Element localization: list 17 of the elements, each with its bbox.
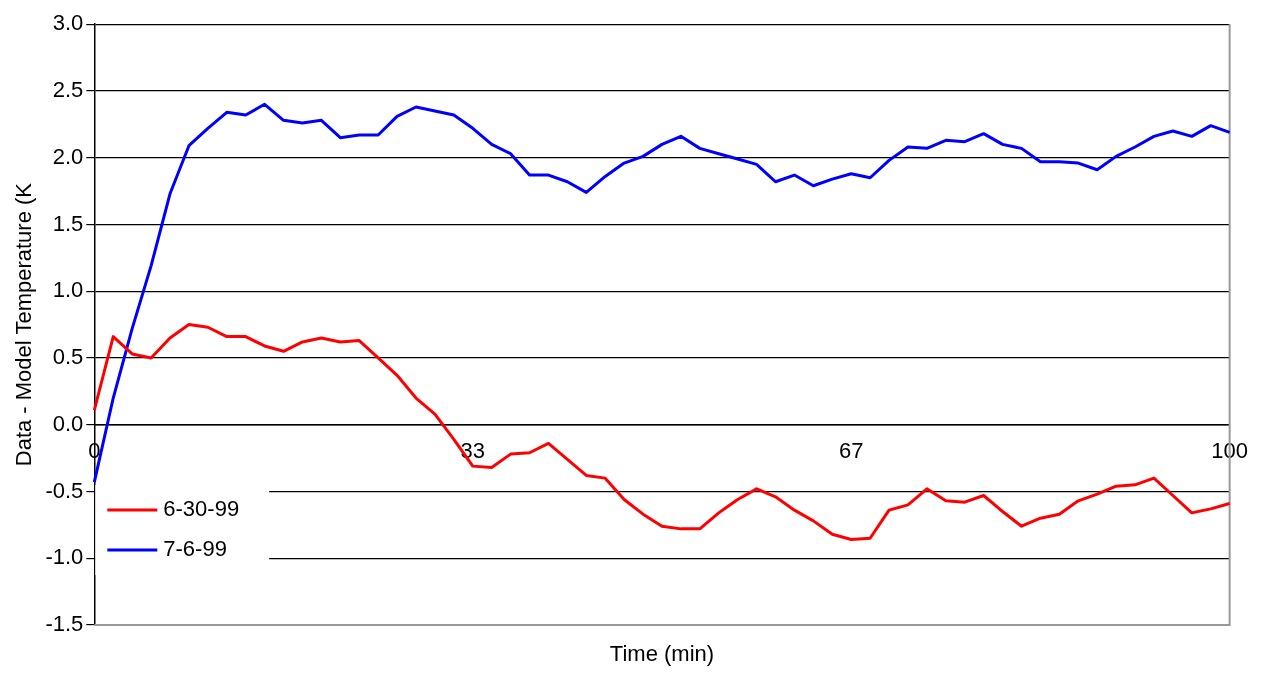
y-tick-label: 1.0 [52, 277, 84, 303]
y-tick-label: -0.5 [45, 477, 84, 503]
y-tick-label: -1.5 [45, 611, 84, 637]
y-tick-label: 0.0 [52, 410, 84, 436]
y-tick-label: 1.5 [52, 210, 84, 236]
y-tick-label: -1.0 [45, 544, 84, 570]
x-tick-label: 100 [1211, 438, 1249, 463]
y-tick-label: 2.5 [52, 77, 84, 103]
legend-label: 7-6-99 [163, 536, 227, 562]
x-axis-title: Time (min) [609, 641, 715, 667]
y-tick-label: 0.5 [52, 344, 84, 370]
legend-label: 6-30-99 [163, 496, 240, 522]
y-tick-label: 3.0 [52, 10, 84, 36]
y-tick-label: 2.0 [52, 143, 84, 169]
y-axis-title: Data - Model Temperature (K [11, 182, 37, 467]
x-tick-label: 67 [838, 438, 864, 463]
x-tick-label: 33 [460, 438, 485, 463]
